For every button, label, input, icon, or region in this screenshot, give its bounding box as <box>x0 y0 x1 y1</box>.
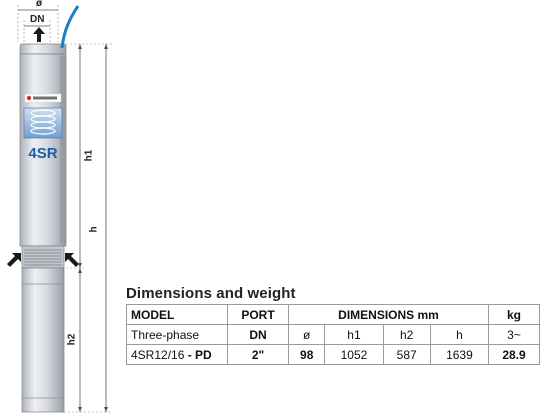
subheader-h1: h1 <box>324 324 384 345</box>
subheader-weight: 3~ <box>488 324 540 345</box>
pump-head <box>19 43 67 55</box>
pump-illustration: 4SR <box>7 5 112 413</box>
header-dimensions: DIMENSIONS mm <box>288 304 489 325</box>
outlet-arrow-icon <box>33 27 45 42</box>
table-header-row: MODEL PORT DIMENSIONS mm kg <box>126 304 540 325</box>
cell-model: 4SR12/16 - PD <box>126 344 228 365</box>
header-port: PORT <box>227 304 289 325</box>
header-model: MODEL <box>126 304 228 325</box>
intake-arrow-left-icon <box>7 253 21 267</box>
dn-label: DN <box>30 14 45 25</box>
h2-label: h2 <box>66 333 78 346</box>
cell-h1: 1052 <box>324 344 384 365</box>
dimensions-table: MODEL PORT DIMENSIONS mm kg Three-phase … <box>126 304 540 365</box>
table-subheader-row: Three-phase DN ø h1 h2 h 3~ <box>126 324 540 345</box>
intake-arrow-right-icon <box>65 253 79 267</box>
pump-drawing: 4SR <box>0 0 140 419</box>
model-suffix: - PD <box>187 347 212 362</box>
cell-h: 1639 <box>429 344 490 365</box>
cell-port: 2" <box>227 344 289 365</box>
cell-weight: 28.9 <box>488 344 540 365</box>
subheader-diameter: ø <box>287 324 326 345</box>
power-cable <box>60 5 80 49</box>
motor-body <box>21 267 65 413</box>
subheader-h: h <box>429 324 490 345</box>
subheader-dn: DN <box>227 324 289 345</box>
dimensions-section: Dimensions and weight MODEL PORT DIMENSI… <box>126 285 540 365</box>
pump-body-upper <box>19 53 67 247</box>
table-row: 4SR12/16 - PD 2" 98 1052 587 1639 28.9 <box>126 344 540 365</box>
cell-diameter: 98 <box>287 344 326 365</box>
subheader-h2: h2 <box>382 324 431 345</box>
h1-label: h1 <box>83 149 95 162</box>
section-title: Dimensions and weight <box>126 285 296 302</box>
model-badge-text: 4SR <box>28 145 57 162</box>
cell-h2: 587 <box>382 344 431 365</box>
model-name: 4SR12/16 <box>131 347 185 362</box>
header-weight: kg <box>488 304 540 325</box>
diameter-label: ø <box>36 0 43 9</box>
subheader-three-phase: Three-phase <box>126 324 228 345</box>
h-label: h <box>88 226 100 233</box>
